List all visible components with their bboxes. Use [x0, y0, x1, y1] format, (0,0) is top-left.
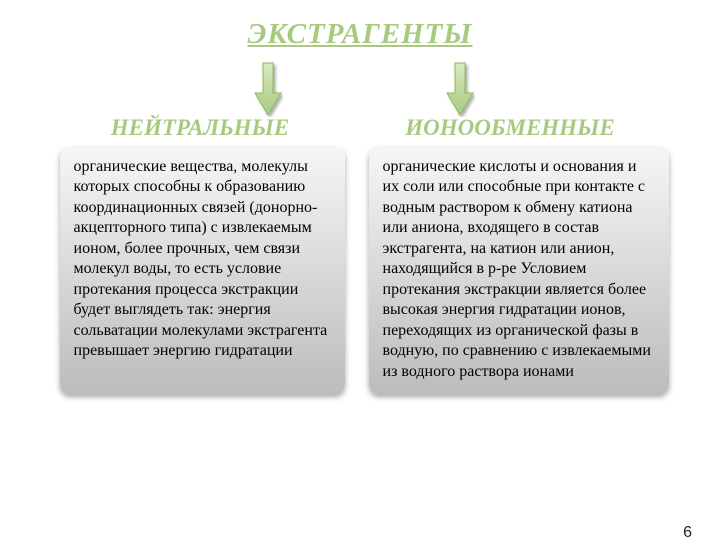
page-title: ЭКСТРАГЕНТЫ	[0, 18, 720, 51]
boxes-row: органические вещества, молекулы которых …	[0, 147, 720, 394]
page-number: 6	[683, 524, 692, 542]
column-headers: НЕЙТРАЛЬНЫЕ ИОНООБМЕННЫЕ	[0, 115, 720, 141]
box-neutral: органические вещества, молекулы которых …	[60, 147, 345, 394]
arrow-left	[253, 61, 275, 113]
box-ion-exchange: органические кислоты и основания и их со…	[369, 147, 669, 394]
arrows-row	[0, 61, 720, 113]
header-ion-exchange: ИОНООБМЕННЫЕ	[350, 115, 670, 141]
header-neutral: НЕЙТРАЛЬНЫЕ	[60, 115, 340, 141]
arrow-right	[445, 61, 467, 113]
